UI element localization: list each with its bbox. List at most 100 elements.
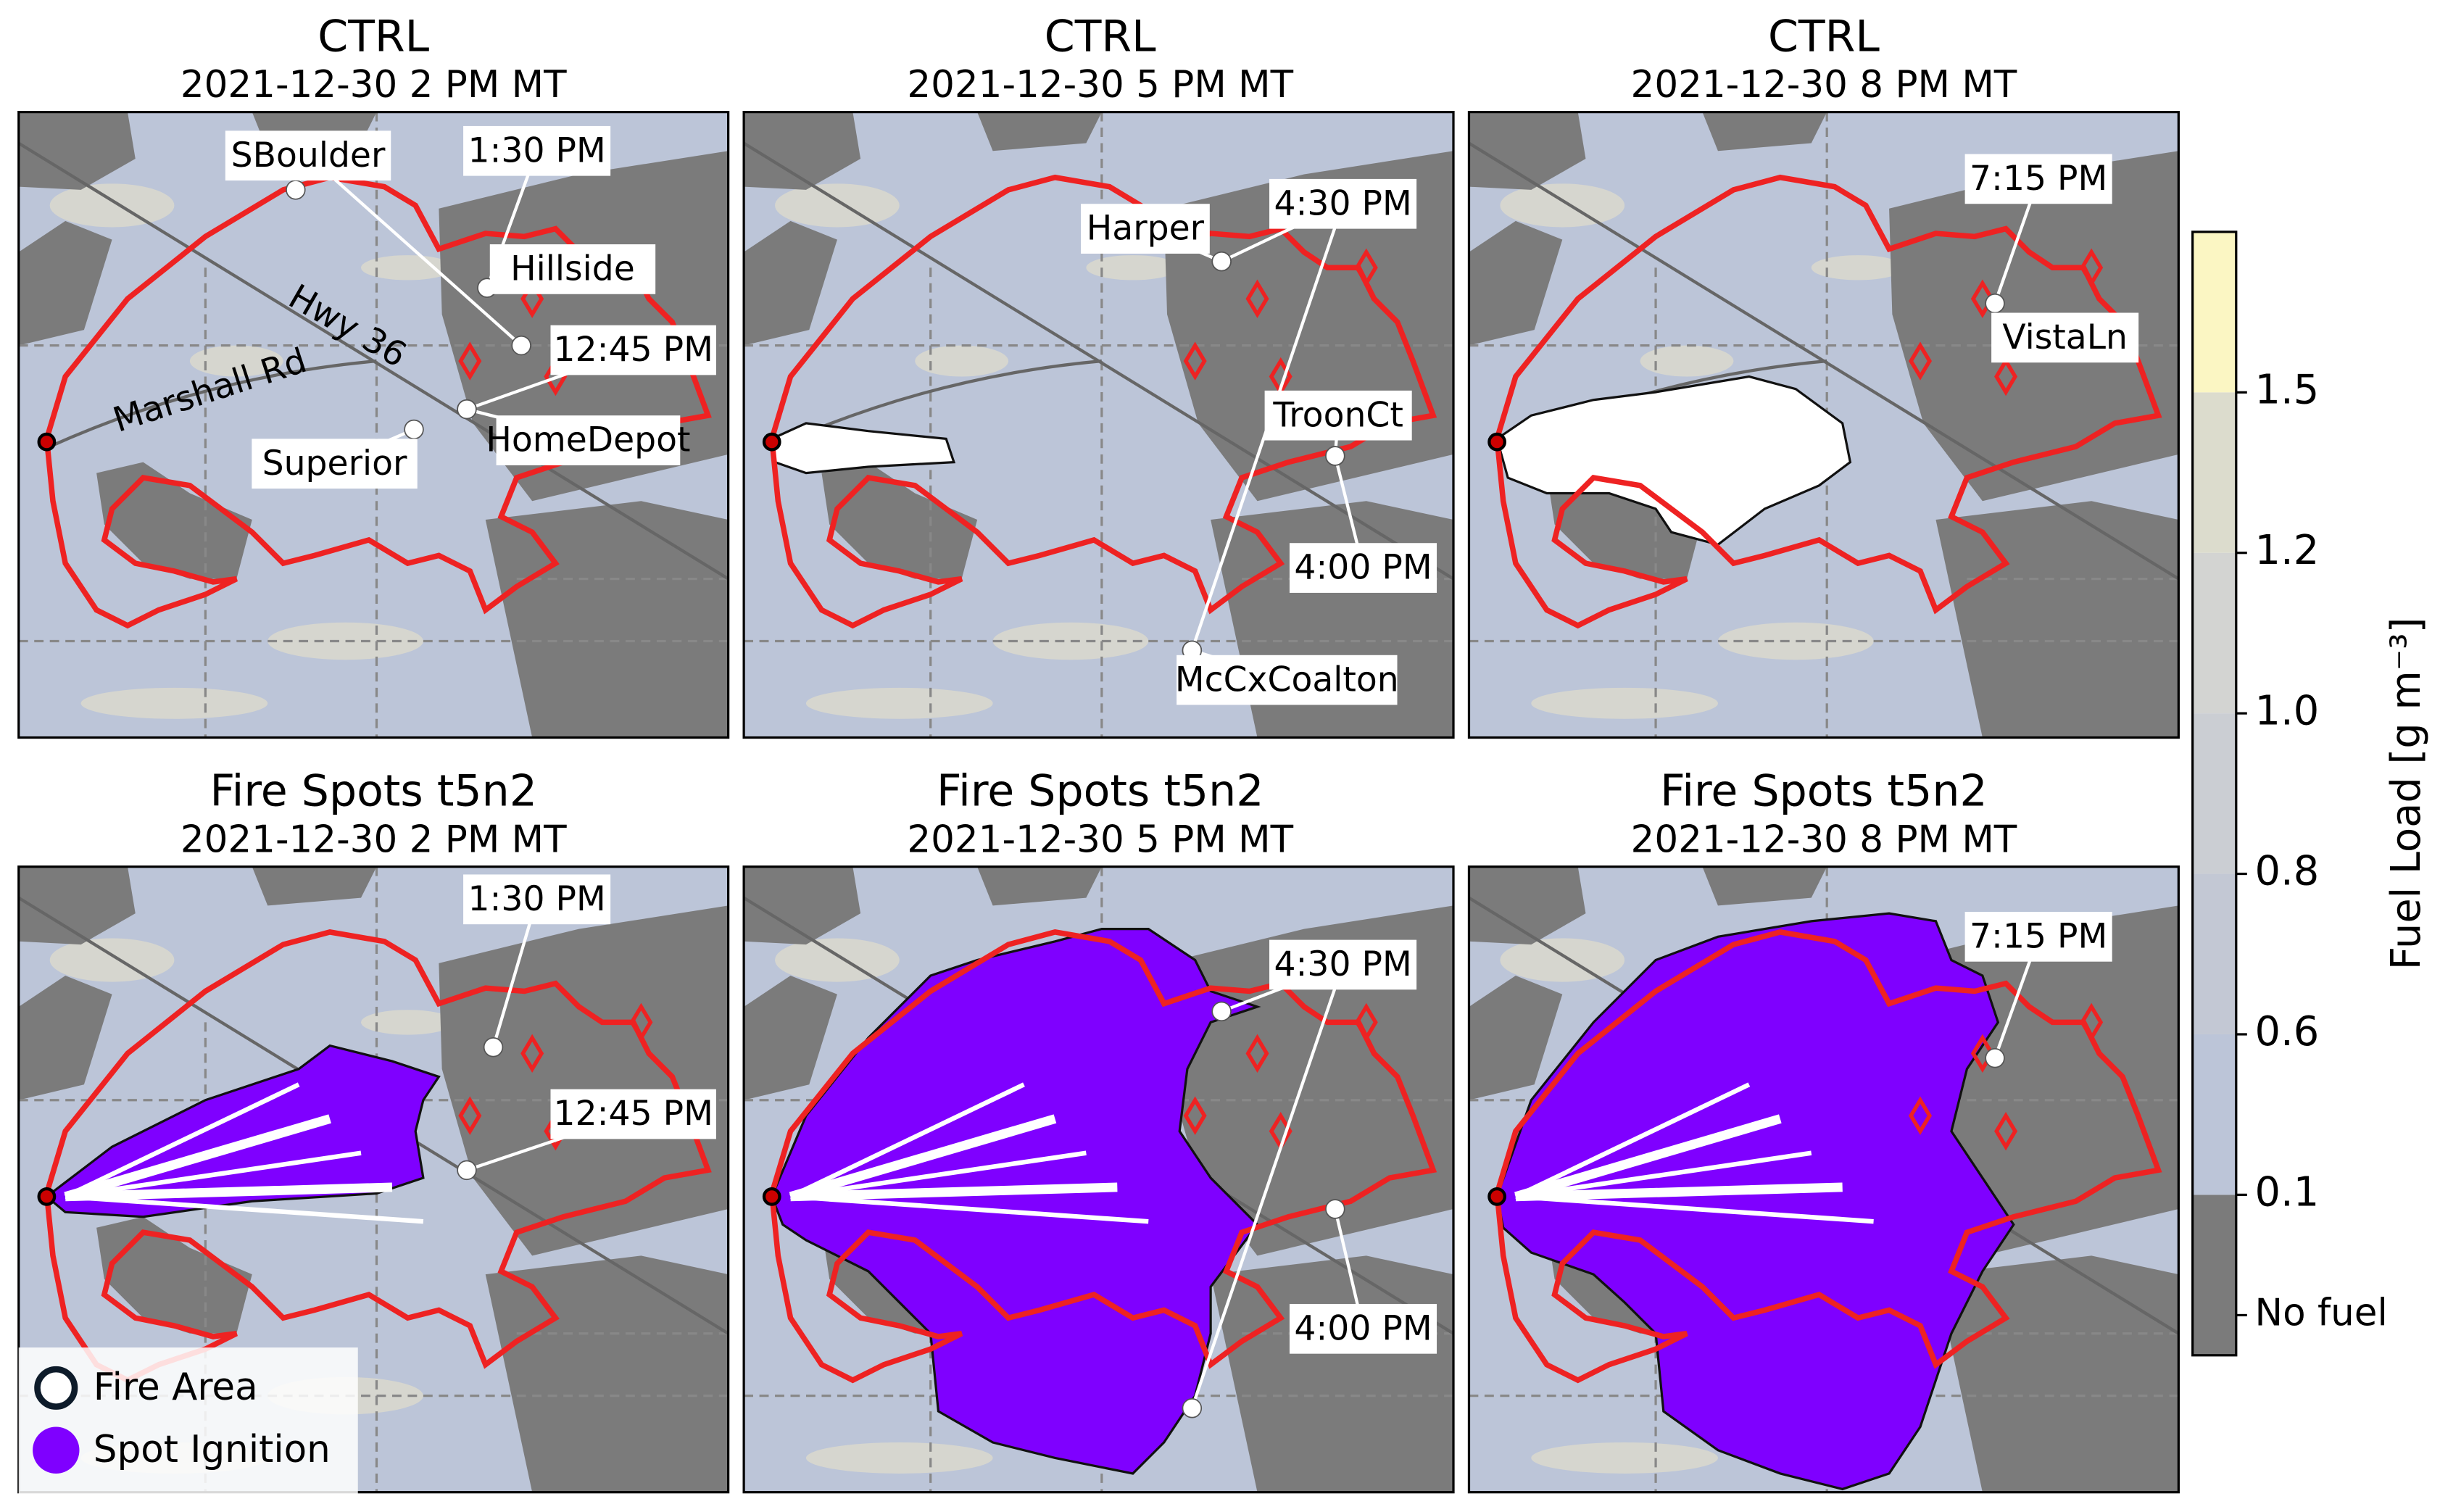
legend-label: Fire Area [94,1366,258,1409]
panel-frame [1467,865,2180,1494]
light-fuel-patch [915,345,1009,377]
white-streak [1514,1114,1782,1202]
light-fuel-patch [80,687,268,719]
perimeter-fragment [629,1002,653,1042]
annotation-point [1985,293,2005,314]
no-fuel-patch [1469,866,1586,945]
leader-line [307,154,523,347]
white-streak [789,1114,1057,1202]
light-fuel-patch [805,687,993,719]
white-streak [65,1150,362,1200]
light-fuel-patch [1500,938,1625,982]
panel-title: Fire Spots t5n2 [937,765,1264,816]
white-streak [1515,1150,1812,1200]
perimeter-fragment [1994,1111,2018,1151]
perimeter-fragment [2080,248,2104,287]
no-fuel-patch [1469,112,1586,190]
colorbar-bin [2192,392,2236,553]
annotation-box [463,125,611,176]
annotation-point [483,1037,504,1058]
panel-frame [742,865,1455,1494]
annotation-box [496,415,681,465]
white-streak [789,1082,1025,1199]
perimeter-fragment [1183,341,1207,381]
annotation-box [1269,178,1417,229]
annotation-box [489,244,656,294]
colorbar-bin [2192,1195,2236,1355]
colorbar-tick-label: 0.1 [2255,1169,2320,1216]
annotation-point [1211,251,1232,272]
fire-area [1495,375,1852,547]
white-streak [64,1082,300,1199]
ignition-point [762,432,781,452]
panel-frame [17,865,730,1494]
perimeter-fragment [1908,341,1933,381]
fire-area [1495,912,2015,1491]
colorbar-tick-label: 1.2 [2255,527,2320,574]
annotation-label: 7:15 PM [1970,916,2107,956]
colorbar-bin [2192,552,2236,714]
fire-perimeter [1494,174,2162,629]
colorbar-tick-label: 1.5 [2255,366,2320,413]
colorbar-tick-label: No fuel [2255,1291,2388,1334]
colorbar-tick-label: 1.0 [2255,687,2320,734]
panel-subtitle: 2021-12-30 5 PM MT [907,818,1293,861]
no-fuel-patch [18,220,112,346]
no-fuel-patch [439,905,729,1256]
no-fuel-patch [821,462,978,579]
no-fuel-patch [744,220,837,346]
light-fuel-patch [49,938,175,982]
no-fuel-patch [977,112,1102,151]
annotation-label: 7:15 PM [1970,159,2107,199]
ignition-point [37,432,57,452]
annotation-box [1269,939,1417,990]
no-fuel-patch [744,866,861,945]
no-fuel-patch [18,112,136,190]
annotation-label: Harper [1087,209,1205,249]
no-fuel-patch [96,1216,252,1334]
annotation-point [457,399,477,420]
panel-title: Fire Spots t5n2 [1660,765,1988,816]
annotation-box [1289,1303,1437,1354]
annotation-label: 12:45 PM [554,1094,713,1134]
perimeter-fragment [1994,357,2018,396]
fire-area [771,422,956,475]
annotation-box [225,130,391,181]
light-fuel-patch [1531,1442,1718,1474]
white-streak [790,1194,1149,1224]
light-fuel-patch [1531,687,1718,719]
map-panel [1469,866,2179,1492]
no-fuel-patch [1163,905,1454,1256]
panel-title: CTRL [1768,11,1880,62]
light-fuel-patch [775,938,900,982]
no-fuel-patch [977,866,1102,906]
panel-subtitle: 2021-12-30 8 PM MT [1631,818,2017,861]
no-fuel-patch [744,976,837,1100]
annotation-point [286,180,306,200]
ignition-point [1487,1187,1506,1206]
no-fuel-patch [485,1255,729,1492]
annotation-label: McCxCoalton [1175,660,1399,699]
perimeter-fragment [1354,1002,1378,1042]
light-fuel-patch [1811,255,1905,281]
annotation-box [550,1089,716,1139]
annotation-box [1964,911,2112,962]
annotation-label: VistaLn [2002,317,2128,357]
light-fuel-patch [49,183,175,228]
white-streak [790,1182,1118,1202]
colorbar-bin [2192,231,2236,393]
annotation-box [550,325,716,375]
legend-marker [33,1426,80,1474]
perimeter-fragment [1970,1034,1994,1073]
annotation-box [1264,390,1412,441]
perimeter-fragment [1970,279,1994,318]
marshall-road [49,359,377,449]
annotation-label: 1:30 PM [468,879,605,919]
map-panel [1469,112,2179,738]
no-fuel-patch [485,501,729,738]
annotation-point [1325,1199,1345,1219]
panel-frame [1467,110,2180,739]
annotation-label: SBoulder [231,136,386,175]
annotation-point [1211,1001,1232,1022]
no-fuel-patch [744,112,861,190]
